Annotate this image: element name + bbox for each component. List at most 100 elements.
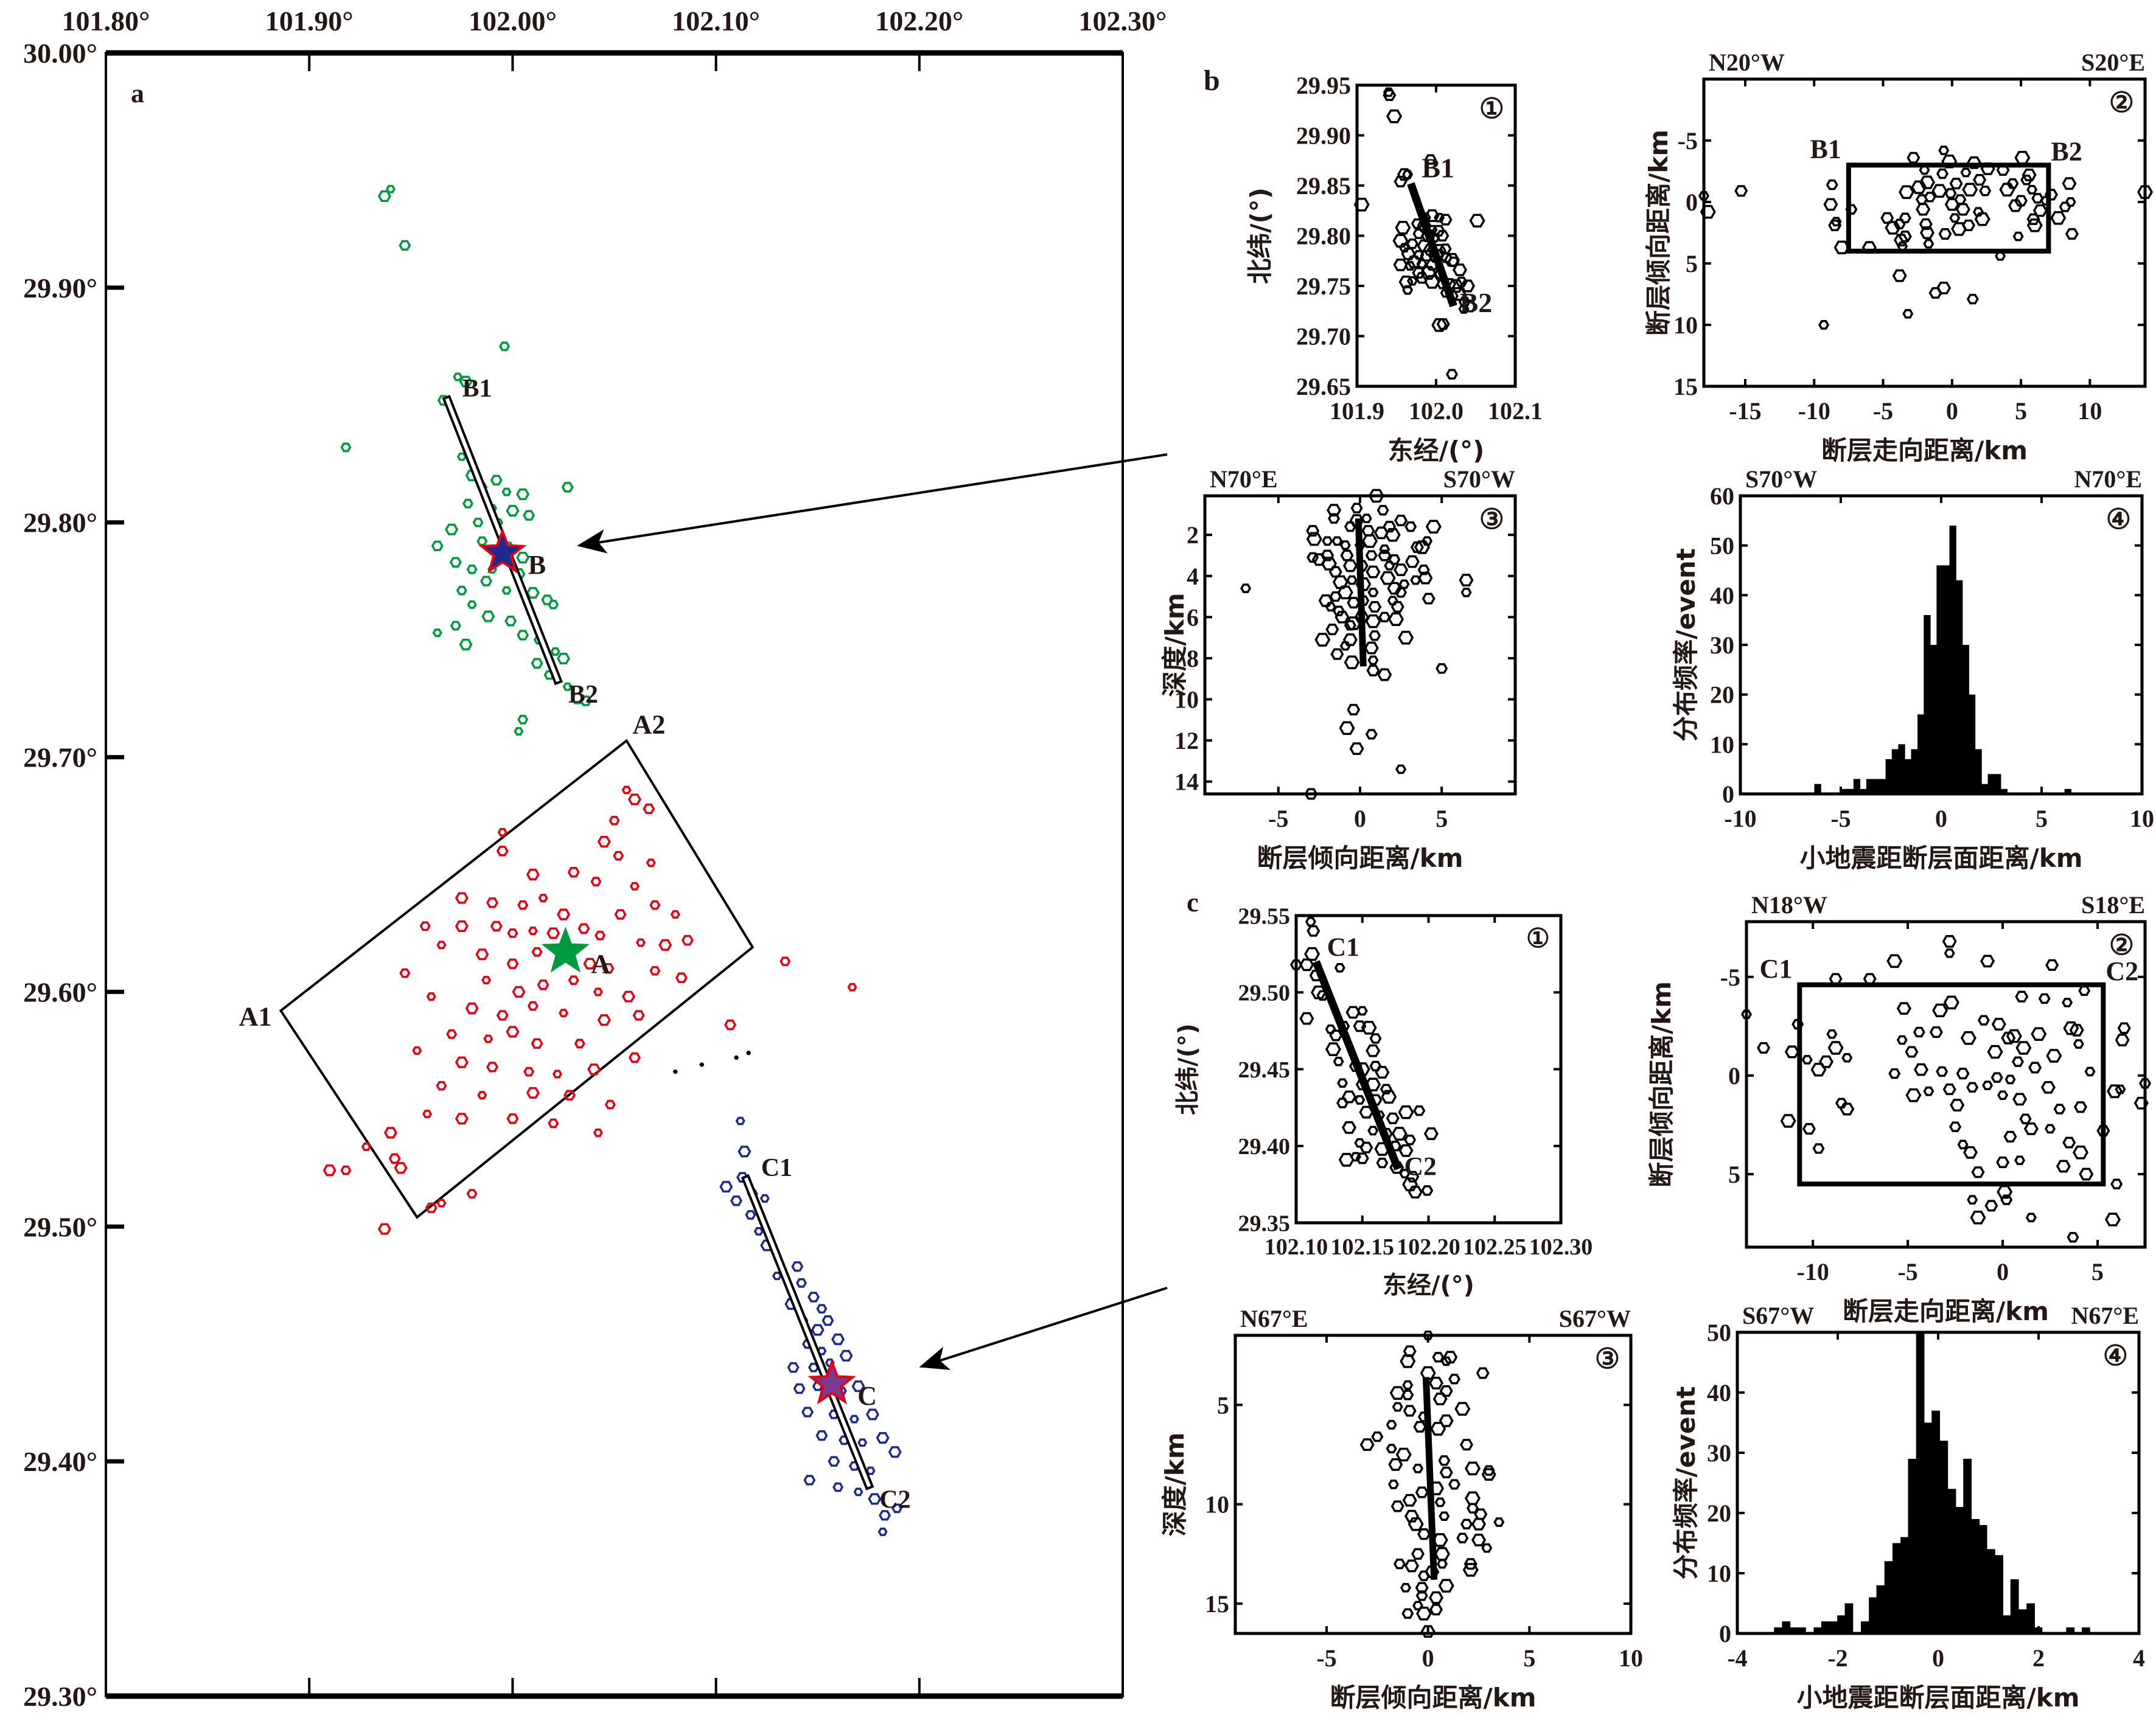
event-point-cluster-B (517, 715, 529, 725)
longitude-label: 102.30° (1079, 5, 1167, 37)
event-point-cluster-A (465, 1002, 479, 1014)
y-tick-label: 2 (1187, 521, 1199, 549)
event-point (2003, 1130, 2017, 1142)
longitude-label: 102.10° (672, 5, 760, 37)
event-point-cluster-C (730, 1195, 743, 1206)
event-point (2107, 1084, 2123, 1099)
histogram-bar (1949, 526, 1956, 794)
event-point (2115, 1084, 2126, 1094)
event-point (1700, 204, 1716, 219)
y-tick-label: 10 (1205, 1491, 1229, 1518)
event-point (1979, 186, 1992, 196)
box-left-label: B1 (1810, 134, 1841, 164)
event-point-cluster-A (486, 1062, 499, 1073)
event-point (1929, 1026, 1943, 1038)
event-point-cluster-C (831, 1333, 845, 1346)
event-point-cluster-A (552, 1069, 562, 1079)
event-point (1383, 521, 1397, 533)
event-point (1353, 1020, 1367, 1032)
event-point-cluster-A (635, 938, 646, 947)
panel-b3-depth-section: -5 0 5 2 4 6 8 10 12 14 ③ N70°E S70°W 断层倾向距离/km 深度/km (1160, 465, 1517, 873)
event-point (2032, 204, 2048, 217)
event-point (1460, 1518, 1473, 1530)
event-point (1413, 250, 1425, 260)
event-point (1997, 1090, 2009, 1101)
panel-number: ③ (1595, 1343, 1620, 1374)
event-point (1350, 503, 1363, 513)
direction-label-left: N70°E (1210, 465, 1278, 493)
epicenter-label-A: A (591, 949, 610, 979)
event-point-cluster-A (567, 866, 580, 878)
event-point-cluster-B (516, 488, 530, 500)
event-point (2022, 169, 2037, 181)
event-point (1404, 555, 1420, 568)
event-point (1434, 1497, 1446, 1508)
event-point (1960, 1031, 1976, 1045)
x-tick-label: 5 (1436, 805, 1448, 832)
box-left-label: C1 (1760, 954, 1793, 984)
event-point (1381, 1090, 1397, 1104)
event-point (1368, 489, 1384, 503)
y-axis-label: 断层倾向距离/km (1647, 981, 1676, 1188)
event-point (1408, 1517, 1424, 1531)
y-tick-label: 5 (1728, 1161, 1740, 1188)
histogram-bar (1917, 714, 1925, 794)
profile-start-label: B1 (1422, 153, 1454, 184)
histogram-bar (1908, 1458, 1917, 1633)
panel-number: ② (2109, 930, 2134, 961)
event-point (1325, 602, 1336, 612)
event-point (1905, 1088, 1922, 1102)
event-point (1355, 560, 1369, 572)
event-point (1977, 1015, 1990, 1026)
event-point (1428, 1376, 1444, 1389)
event-point-cluster-A (394, 1162, 408, 1174)
event-point (1366, 565, 1381, 579)
longitude-label: 101.80° (62, 5, 150, 37)
event-point-cluster-C (891, 1503, 903, 1514)
event-point (1332, 575, 1348, 589)
event-point (1367, 655, 1379, 666)
y-tick-label: 8 (1187, 645, 1199, 672)
event-point (2079, 1167, 2094, 1181)
y-tick-label: 29.40 (1238, 1134, 1291, 1160)
event-point (1327, 504, 1342, 517)
event-point-cluster-A (377, 1223, 391, 1235)
panel-label-a: a (131, 78, 144, 108)
event-point-cluster-B (449, 557, 462, 568)
event-point-cluster-A (649, 900, 661, 910)
event-point-cluster-C (772, 1271, 782, 1281)
event-point (1322, 536, 1333, 546)
event-point-cluster-A (526, 868, 540, 881)
panel-number: ② (2109, 87, 2134, 118)
event-point-cluster-A (724, 1019, 737, 1031)
event-point-cluster-A (507, 928, 518, 938)
histogram-bar (2081, 1627, 2090, 1633)
histogram-bar (1879, 779, 1886, 794)
event-point (1411, 1548, 1425, 1560)
latitude-label: 29.80° (23, 507, 97, 538)
event-point-cluster-A (568, 975, 579, 985)
x-tick-label: -10 (1798, 397, 1830, 425)
callout-arrows (577, 453, 1168, 1370)
fault-plane-box (1846, 162, 2051, 254)
event-point (1414, 540, 1431, 554)
x-tick-label: 102.25 (1463, 1234, 1527, 1260)
event-point (1698, 191, 1710, 201)
event-point (1359, 1141, 1373, 1153)
event-point (1412, 1464, 1424, 1473)
x-tick-label: -10 (1724, 805, 1756, 832)
direction-label-right: S70°W (1443, 465, 1515, 493)
plot-frame (1355, 83, 1517, 388)
panel-number: ③ (1479, 504, 1504, 535)
y-tick-label: 29.35 (1238, 1211, 1291, 1236)
event-point (1439, 214, 1453, 226)
event-point (2006, 178, 2019, 189)
event-point-cluster-A (675, 972, 688, 983)
event-point (1898, 185, 1915, 200)
event-point (1431, 224, 1445, 237)
event-point (1896, 1002, 1911, 1015)
event-point-cluster-A (658, 939, 672, 951)
event-point (1826, 1029, 1838, 1039)
event-point (2056, 1160, 2071, 1173)
event-point-cluster-A (590, 877, 602, 886)
